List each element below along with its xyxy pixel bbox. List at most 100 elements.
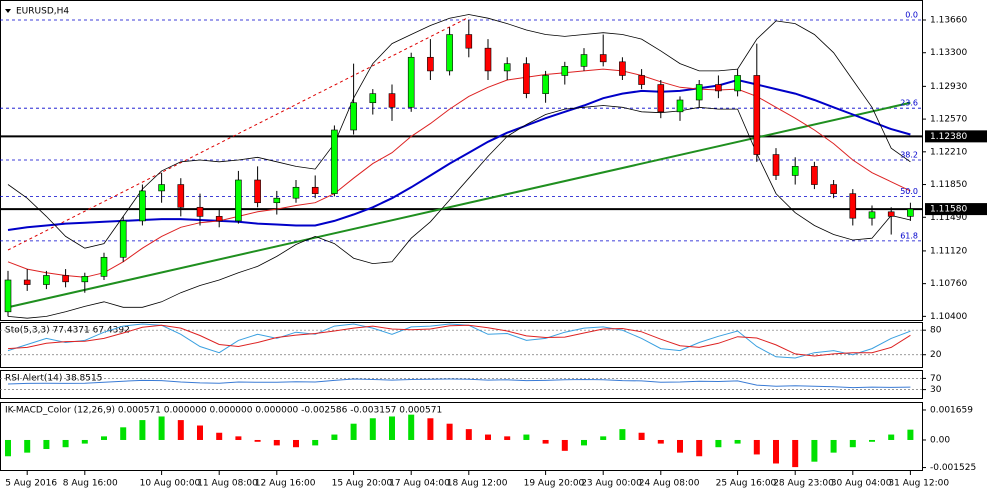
candle-body: [849, 193, 857, 219]
y-tick-label: 1.11490: [930, 213, 967, 223]
x-tick-label: 11 Aug 08:00: [197, 479, 258, 489]
candle-body: [561, 66, 569, 76]
y-tick-label: 1.13660: [930, 16, 967, 26]
candle-body: [215, 216, 223, 222]
fib-label: 61.8: [900, 231, 918, 240]
title-marker: [5, 9, 11, 13]
histogram-bar: [197, 425, 203, 440]
price-box: [925, 203, 987, 216]
candle-body: [638, 75, 645, 85]
candle-body: [350, 102, 357, 131]
histogram-bar: [465, 429, 472, 440]
x-tick-label: 18 Aug 12:00: [447, 479, 508, 489]
candle-body: [734, 75, 741, 92]
candle-body: [331, 129, 338, 194]
candle-body: [427, 56, 434, 72]
candle-body: [484, 47, 492, 72]
candle-body: [23, 279, 31, 285]
histogram-bar: [715, 439, 722, 448]
candle-body: [43, 275, 50, 285]
indicator-line: [7, 323, 911, 359]
histogram-bar: [81, 439, 88, 444]
price-box-label: 1.12380: [930, 132, 967, 142]
candle-body: [139, 190, 146, 222]
histogram-bar: [446, 423, 453, 440]
plot: [0, 14, 922, 319]
histogram-bar: [677, 439, 683, 453]
histogram-bar: [120, 427, 127, 440]
candle-body: [695, 84, 703, 101]
candle-body: [446, 34, 453, 72]
candle-body: [599, 54, 607, 63]
y-tick-label: 1.12930: [930, 82, 967, 92]
candle-body: [465, 34, 473, 49]
candle-body: [119, 220, 127, 258]
histogram-bar: [24, 439, 31, 453]
chart-title: EURUSD,H4: [16, 7, 69, 17]
y-tick-label: 1.10760: [930, 279, 967, 289]
histogram-bar: [638, 432, 645, 440]
x-tick-label: 19 Aug 20:00: [524, 479, 585, 489]
candle-body: [753, 75, 761, 155]
x-tick-label: 8 Aug 16:00: [63, 479, 118, 489]
candle-body: [100, 256, 108, 277]
candle-body: [4, 279, 12, 313]
fib-label: 0.0: [905, 11, 918, 20]
candle-body: [254, 179, 261, 204]
histogram-bar: [293, 439, 299, 448]
candle-body: [868, 211, 876, 219]
histogram-bar: [542, 439, 549, 444]
candle-body: [830, 184, 837, 194]
x-tick-label: 24 Aug 08:00: [639, 479, 700, 489]
candle-body: [523, 63, 530, 94]
indicator-line: [7, 378, 911, 389]
y-tick-label: 0.00: [930, 435, 950, 445]
y-tick-label: -0.001525: [930, 463, 976, 473]
pane-title: IK-MACD_Color (12,26,9) 0.000571 0.00000…: [5, 406, 442, 416]
y-tick-label: 70: [930, 374, 942, 384]
x-tick-label: 17 Aug 04:00: [389, 479, 450, 489]
x-tick-label: 12 Aug 16:00: [255, 479, 316, 489]
fib-label: 38.2: [900, 151, 918, 160]
pane-title: Sto(5,3,3) 77.4371 67.4392: [5, 326, 130, 336]
histogram-bar: [5, 439, 11, 457]
histogram-bar: [888, 434, 895, 440]
x-tick-label: 15 Aug 20:00: [332, 479, 393, 489]
candle-body: [811, 166, 818, 185]
histogram-bar: [273, 439, 280, 446]
y-tick-label: 1.12210: [930, 147, 967, 157]
histogram-bar: [254, 439, 261, 442]
y-tick-label: 0.001659: [930, 405, 973, 415]
x-tick-label: 10 Aug 00:00: [140, 479, 201, 489]
histogram-bar: [62, 439, 69, 448]
candle-body: [292, 186, 300, 199]
pane-frame: [0, 322, 923, 368]
candle-body: [503, 63, 511, 72]
histogram-bar: [907, 429, 914, 440]
histogram-bar: [139, 420, 146, 440]
candle-body: [369, 93, 377, 104]
y-tick-label: 1.11850: [930, 180, 967, 190]
indicator-line: [7, 324, 911, 357]
y-tick-label: 20: [930, 350, 942, 360]
histogram-bar: [830, 439, 837, 453]
histogram-bar: [216, 432, 223, 440]
histogram-bar: [869, 439, 875, 442]
y-tick-label: 30: [930, 385, 942, 395]
histogram-bar: [811, 439, 818, 462]
pane-frame: [0, 402, 923, 471]
histogram-bar: [43, 439, 50, 450]
pane-frame: [0, 0, 923, 321]
candle-body: [311, 186, 319, 194]
candle-body: [235, 179, 242, 222]
fib-label: 50.0: [900, 187, 918, 196]
candle-body: [657, 84, 665, 113]
histogram-bar: [792, 439, 799, 468]
x-tick-label: 5 Aug 2016: [5, 479, 57, 489]
histogram-bar: [331, 434, 338, 440]
histogram-bar: [485, 434, 491, 440]
y-tick-label: 1.13300: [930, 48, 967, 58]
indicator-line: [7, 105, 911, 319]
